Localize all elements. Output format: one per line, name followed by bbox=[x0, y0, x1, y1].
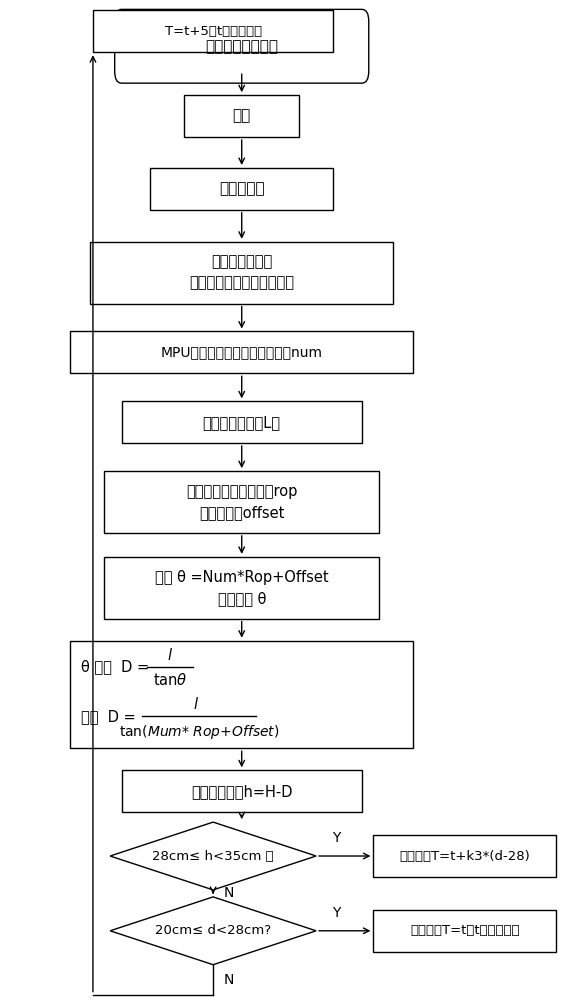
Text: tan($Mum$* $Rop$+$Offset$): tan($Mum$* $Rop$+$Offset$) bbox=[118, 723, 279, 741]
Text: 激光器发射激光
摄像头接收食物的反射激光: 激光器发射激光 摄像头接收食物的反射激光 bbox=[189, 255, 294, 291]
Text: Y: Y bbox=[332, 831, 340, 845]
Text: 硬件初始化: 硬件初始化 bbox=[219, 181, 264, 196]
Text: N: N bbox=[224, 973, 235, 987]
Bar bbox=[90, 242, 393, 304]
Text: 食物温度T=t，t为实测温度: 食物温度T=t，t为实测温度 bbox=[410, 924, 520, 937]
Bar bbox=[150, 168, 334, 210]
Text: 读取存储器中的L值: 读取存储器中的L值 bbox=[203, 415, 281, 430]
Text: $l$: $l$ bbox=[167, 647, 173, 663]
Text: T=t+5，t为实测温度: T=t+5，t为实测温度 bbox=[164, 25, 262, 38]
Bar bbox=[93, 10, 334, 52]
Polygon shape bbox=[110, 897, 316, 965]
Text: Y: Y bbox=[332, 906, 340, 920]
Text: θ 代入  D =: θ 代入 D = bbox=[82, 659, 150, 674]
Bar bbox=[121, 401, 362, 443]
Text: 食物放进微波炉中: 食物放进微波炉中 bbox=[205, 39, 278, 54]
Bar bbox=[105, 557, 379, 619]
Text: 28cm≤ h<35cm ？: 28cm≤ h<35cm ？ bbox=[152, 850, 274, 863]
Text: 20cm≤ d<28cm?: 20cm≤ d<28cm? bbox=[155, 924, 271, 937]
Bar bbox=[105, 471, 379, 533]
Text: $l$: $l$ bbox=[193, 696, 199, 712]
Bar bbox=[373, 835, 557, 877]
Text: 提取固定的像素弧度倽rop
及弧度误巪offset: 提取固定的像素弧度倽rop 及弧度误巪offset bbox=[186, 484, 297, 520]
Text: 得到  D =: 得到 D = bbox=[82, 709, 136, 724]
Bar bbox=[185, 95, 299, 137]
FancyBboxPatch shape bbox=[114, 9, 369, 83]
Text: N: N bbox=[224, 886, 235, 900]
Text: MPU计算中心到落点的像素个数num: MPU计算中心到落点的像素个数num bbox=[161, 345, 323, 359]
Bar bbox=[121, 770, 362, 812]
Text: 食物温度T=t+k3*(d-28): 食物温度T=t+k3*(d-28) bbox=[400, 850, 530, 863]
Bar bbox=[70, 331, 413, 373]
Text: 通过 θ =Num*Rop+Offset
计算得到 θ: 通过 θ =Num*Rop+Offset 计算得到 θ bbox=[155, 570, 328, 606]
Text: 得到食物高度h=H-D: 得到食物高度h=H-D bbox=[191, 784, 293, 799]
Polygon shape bbox=[110, 822, 316, 890]
Text: 开始: 开始 bbox=[233, 109, 251, 124]
Text: tan$θ$: tan$θ$ bbox=[153, 672, 187, 688]
Bar bbox=[373, 910, 557, 952]
Bar bbox=[70, 641, 413, 748]
